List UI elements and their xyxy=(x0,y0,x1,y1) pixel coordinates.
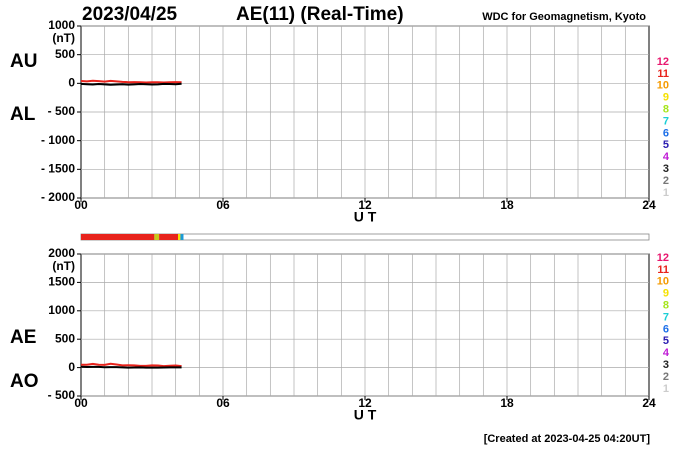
status-segment xyxy=(180,234,184,240)
color-key-label: 2 xyxy=(663,175,669,187)
color-key-label: 3 xyxy=(663,359,669,371)
x-tick-label: 12 xyxy=(358,396,372,410)
color-key-label: 1 xyxy=(663,187,669,199)
unit: (nT) xyxy=(52,259,75,273)
y-tick-label: - 1500 xyxy=(41,162,75,176)
date: 2023/04/25 xyxy=(82,4,178,25)
x-tick-label: 00 xyxy=(74,396,88,410)
x-tick-label: 00 xyxy=(74,198,88,212)
series-label: AO xyxy=(10,371,39,392)
color-key-label: 8 xyxy=(663,104,669,116)
color-key-label: 4 xyxy=(663,151,670,163)
series-line xyxy=(80,82,182,86)
unit: (nT) xyxy=(52,31,75,45)
x-tick-label: 12 xyxy=(358,198,372,212)
footer: [Created at 2023-04-25 04:20UT] xyxy=(484,433,651,445)
y-tick-label: 1500 xyxy=(48,275,75,289)
y-tick-label: 1000 xyxy=(48,18,75,32)
status-segment xyxy=(159,234,179,240)
color-key-label: 9 xyxy=(663,288,669,300)
x-tick-label: 24 xyxy=(642,198,656,212)
x-tick-label: 06 xyxy=(216,396,230,410)
y-tick-label: 0 xyxy=(68,360,75,374)
y-tick-label: - 500 xyxy=(48,104,76,118)
color-key-label: 7 xyxy=(663,311,669,323)
color-key-label: 7 xyxy=(663,115,669,127)
x-tick-label: 06 xyxy=(216,198,230,212)
color-key-label: 6 xyxy=(663,323,669,335)
status-segment xyxy=(154,234,160,240)
color-key-label: 9 xyxy=(663,92,669,104)
color-key-label: 12 xyxy=(657,252,669,264)
series-line xyxy=(81,362,182,368)
color-key-label: 10 xyxy=(657,276,669,288)
source: WDC for Geomagnetism, Kyoto xyxy=(482,11,646,23)
y-tick-label: 500 xyxy=(55,331,75,345)
x-tick-label: 24 xyxy=(642,396,656,410)
color-key-label: 5 xyxy=(663,139,669,151)
status-segment xyxy=(81,234,155,240)
color-key-label: 12 xyxy=(657,56,669,68)
y-tick-label: 1000 xyxy=(48,303,75,317)
y-tick-label: - 1000 xyxy=(41,133,75,147)
color-key-label: 8 xyxy=(663,300,669,312)
color-key-label: 5 xyxy=(663,335,669,347)
series-label: AE xyxy=(10,327,36,348)
color-key-label: 6 xyxy=(663,127,669,139)
y-tick-label: - 2000 xyxy=(41,190,75,204)
series-label: AU xyxy=(10,51,37,72)
color-key-label: 2 xyxy=(663,371,669,383)
chart-title: AE(11) (Real-Time) xyxy=(236,4,404,25)
series-line xyxy=(80,79,182,84)
color-key-label: 11 xyxy=(657,68,669,80)
series-label: AL xyxy=(10,104,36,125)
color-key-label: 11 xyxy=(657,264,669,276)
y-tick-label: 500 xyxy=(55,47,75,61)
status-segment xyxy=(178,234,181,240)
x-tick-label: 18 xyxy=(500,396,514,410)
x-axis-label: U T xyxy=(354,209,377,225)
color-key-label: 3 xyxy=(663,163,669,175)
y-tick-label: 0 xyxy=(68,76,75,90)
color-key-label: 4 xyxy=(663,347,670,359)
x-tick-label: 18 xyxy=(500,198,514,212)
y-tick-label: - 500 xyxy=(48,388,76,402)
color-key-label: 1 xyxy=(663,383,669,395)
color-key-label: 10 xyxy=(657,80,669,92)
series-line xyxy=(80,365,182,369)
x-axis-label: U T xyxy=(354,407,377,423)
y-tick-label: 2000 xyxy=(48,246,75,260)
